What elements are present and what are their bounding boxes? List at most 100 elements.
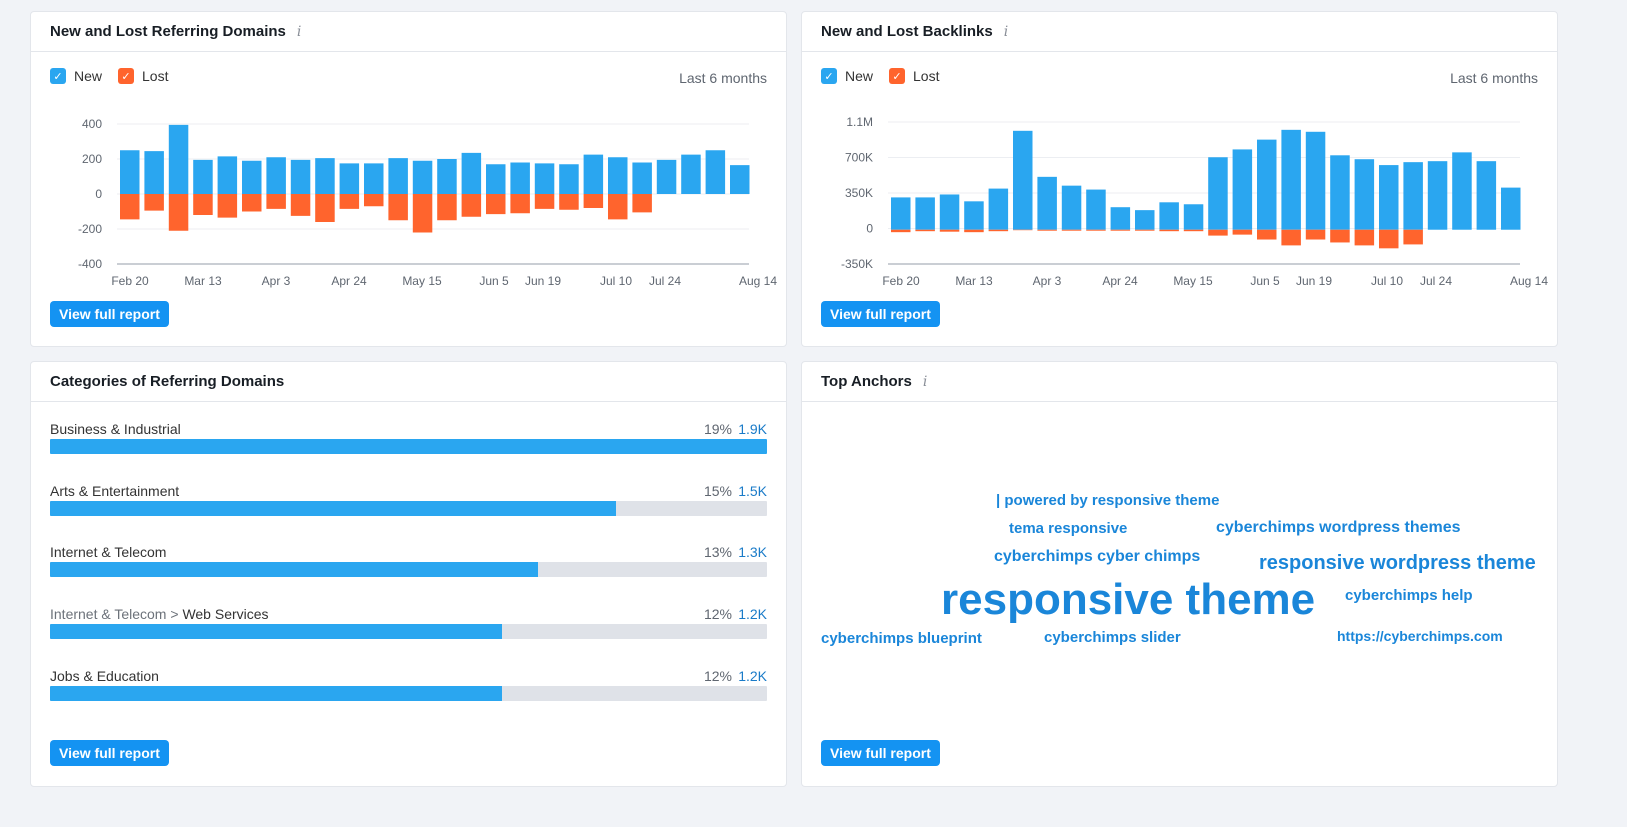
new-bar[interactable] — [1476, 161, 1497, 230]
new-bar[interactable] — [412, 160, 433, 194]
new-bar[interactable] — [964, 201, 984, 230]
new-bar[interactable] — [681, 154, 701, 194]
lost-bar[interactable] — [144, 194, 164, 211]
new-bar[interactable] — [1354, 159, 1375, 230]
anchor-word[interactable]: cyberchimps slider — [1044, 629, 1181, 646]
view-full-report-button[interactable]: View full report — [821, 740, 940, 766]
view-full-report-button[interactable]: View full report — [821, 301, 940, 327]
new-bar[interactable] — [1135, 210, 1155, 230]
new-checkbox[interactable]: ✓ — [821, 68, 837, 84]
new-bar[interactable] — [1232, 149, 1253, 230]
lost-bar[interactable] — [534, 194, 555, 209]
new-bar[interactable] — [1159, 202, 1179, 230]
new-bar[interactable] — [437, 159, 457, 194]
anchor-word[interactable]: responsive theme — [941, 575, 1316, 624]
lost-bar[interactable] — [1403, 229, 1423, 245]
new-bar[interactable] — [120, 150, 140, 194]
new-bar[interactable] — [1330, 155, 1350, 230]
new-bar[interactable] — [290, 159, 311, 194]
new-bar[interactable] — [1257, 139, 1277, 230]
lost-bar[interactable] — [510, 194, 530, 214]
info-icon[interactable]: i — [1003, 23, 1009, 40]
lost-bar[interactable] — [437, 194, 457, 221]
new-bar[interactable] — [461, 152, 482, 194]
lost-bar[interactable] — [1061, 229, 1082, 231]
new-bar[interactable] — [915, 197, 935, 230]
category-count[interactable]: 1.5K — [738, 483, 767, 499]
category-count[interactable]: 1.9K — [738, 421, 767, 437]
anchor-word[interactable]: cyberchimps help — [1345, 587, 1473, 604]
lost-bar[interactable] — [915, 229, 935, 232]
new-bar[interactable] — [1501, 187, 1521, 230]
lost-bar[interactable] — [1257, 229, 1277, 240]
lost-bar[interactable] — [1135, 229, 1155, 231]
category-row[interactable]: Jobs & Education 12% 1.2K — [50, 668, 767, 708]
info-icon[interactable]: i — [296, 23, 302, 40]
new-bar[interactable] — [1208, 157, 1228, 230]
lost-bar[interactable] — [1183, 229, 1204, 232]
lost-bar[interactable] — [242, 194, 262, 212]
new-bar[interactable] — [193, 159, 213, 194]
anchor-word[interactable]: tema responsive — [1009, 520, 1128, 537]
anchor-word[interactable]: cyberchimps blueprint — [821, 630, 982, 647]
lost-checkbox[interactable]: ✓ — [118, 68, 135, 84]
new-bar[interactable] — [939, 194, 960, 230]
new-bar[interactable] — [266, 157, 286, 194]
lost-bar[interactable] — [1086, 229, 1106, 231]
lost-bar[interactable] — [339, 194, 360, 209]
lost-bar[interactable] — [315, 194, 335, 222]
category-count[interactable]: 1.2K — [738, 668, 767, 684]
new-bar[interactable] — [534, 163, 555, 194]
lost-bar[interactable] — [608, 194, 628, 220]
lost-bar[interactable] — [364, 194, 384, 207]
new-bar[interactable] — [144, 151, 164, 194]
lost-bar[interactable] — [1379, 229, 1399, 249]
lost-bar[interactable] — [412, 194, 433, 233]
new-bar[interactable] — [1379, 165, 1399, 230]
new-bar[interactable] — [339, 163, 360, 194]
lost-bar[interactable] — [1037, 229, 1057, 231]
lost-bar[interactable] — [988, 229, 1009, 232]
anchor-word[interactable]: cyberchimps cyber chimps — [994, 548, 1201, 565]
lost-bar[interactable] — [120, 194, 140, 220]
info-icon[interactable]: i — [922, 373, 928, 390]
new-bar[interactable] — [891, 197, 911, 230]
category-row[interactable]: Internet & Telecom 13% 1.3K — [50, 544, 767, 584]
lost-bar[interactable] — [583, 194, 604, 208]
new-bar[interactable] — [632, 162, 652, 195]
new-bar[interactable] — [1013, 130, 1033, 230]
anchor-word[interactable]: https://cyberchimps.com — [1337, 628, 1503, 644]
new-bar[interactable] — [315, 158, 335, 194]
new-bar[interactable] — [988, 188, 1009, 230]
lost-bar[interactable] — [1305, 229, 1326, 240]
new-bar[interactable] — [1183, 204, 1204, 230]
lost-bar[interactable] — [1354, 229, 1375, 246]
lost-bar[interactable] — [964, 229, 984, 233]
anchor-word[interactable]: cyberchimps wordpress themes — [1216, 519, 1461, 536]
new-bar[interactable] — [1281, 129, 1301, 230]
new-bar[interactable] — [608, 157, 628, 194]
lost-checkbox[interactable]: ✓ — [889, 68, 906, 84]
new-bar[interactable] — [730, 165, 750, 194]
new-bar[interactable] — [1061, 185, 1082, 230]
category-row[interactable]: Business & Industrial 19% 1.9K — [50, 421, 767, 461]
category-row[interactable]: Internet & Telecom > Web Services 12% 1.2K — [50, 606, 767, 646]
lost-bar[interactable] — [486, 194, 506, 215]
lost-bar[interactable] — [1330, 229, 1350, 243]
new-bar[interactable] — [364, 163, 384, 194]
new-bar[interactable] — [559, 164, 579, 194]
anchor-word[interactable]: responsive wordpress theme — [1259, 552, 1536, 574]
new-bar[interactable] — [705, 150, 726, 194]
new-bar[interactable] — [1037, 176, 1057, 230]
new-bar[interactable] — [1086, 189, 1106, 230]
new-bar[interactable] — [1403, 162, 1423, 230]
new-bar[interactable] — [1427, 161, 1448, 230]
view-full-report-button[interactable]: View full report — [50, 301, 169, 327]
lost-bar[interactable] — [193, 194, 213, 215]
new-checkbox[interactable]: ✓ — [50, 68, 66, 84]
new-bar[interactable] — [168, 124, 189, 194]
lost-bar[interactable] — [461, 194, 482, 217]
lost-bar[interactable] — [1232, 229, 1253, 235]
anchor-word[interactable]: | powered by responsive theme — [996, 492, 1220, 509]
category-count[interactable]: 1.2K — [738, 606, 767, 622]
